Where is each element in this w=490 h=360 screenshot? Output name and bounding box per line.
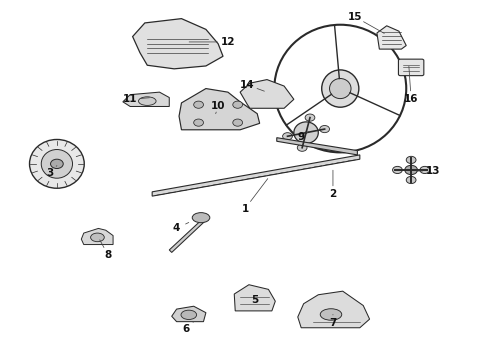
Ellipse shape [233,119,243,126]
Polygon shape [234,285,275,311]
Polygon shape [277,138,357,155]
Text: 9: 9 [297,132,305,142]
Ellipse shape [91,233,104,242]
Ellipse shape [41,149,73,178]
Text: 13: 13 [426,166,441,176]
Ellipse shape [392,166,402,174]
Text: 11: 11 [123,94,137,104]
Ellipse shape [294,122,318,143]
Text: 10: 10 [211,102,225,112]
Polygon shape [377,26,406,49]
Ellipse shape [420,166,430,174]
Text: 4: 4 [173,224,180,233]
Polygon shape [172,306,206,321]
Text: 8: 8 [104,250,112,260]
Polygon shape [169,216,208,252]
Ellipse shape [406,176,416,184]
Ellipse shape [297,144,307,151]
Polygon shape [123,92,169,107]
Ellipse shape [405,165,417,175]
Text: 7: 7 [329,319,337,328]
Ellipse shape [283,133,293,140]
Polygon shape [298,291,369,328]
Ellipse shape [194,101,203,108]
FancyBboxPatch shape [398,59,424,76]
Text: 2: 2 [329,189,337,199]
Ellipse shape [29,139,84,188]
Ellipse shape [320,126,330,133]
Text: 12: 12 [220,37,235,47]
Polygon shape [133,19,223,69]
Polygon shape [240,80,294,108]
Text: 1: 1 [242,204,248,214]
Text: 15: 15 [348,12,362,22]
Text: 5: 5 [251,295,258,305]
Text: 3: 3 [46,168,53,178]
Text: 6: 6 [183,324,190,334]
Polygon shape [81,228,113,244]
Polygon shape [152,155,360,196]
Ellipse shape [139,97,156,105]
Ellipse shape [181,310,196,319]
Ellipse shape [322,70,359,107]
Ellipse shape [192,213,210,223]
Text: 14: 14 [240,80,255,90]
Ellipse shape [320,309,342,320]
Polygon shape [179,89,260,130]
Ellipse shape [50,159,63,168]
Ellipse shape [406,156,416,163]
Text: 16: 16 [404,94,418,104]
Ellipse shape [330,78,351,99]
Ellipse shape [305,114,315,121]
Ellipse shape [194,119,203,126]
Ellipse shape [233,101,243,108]
